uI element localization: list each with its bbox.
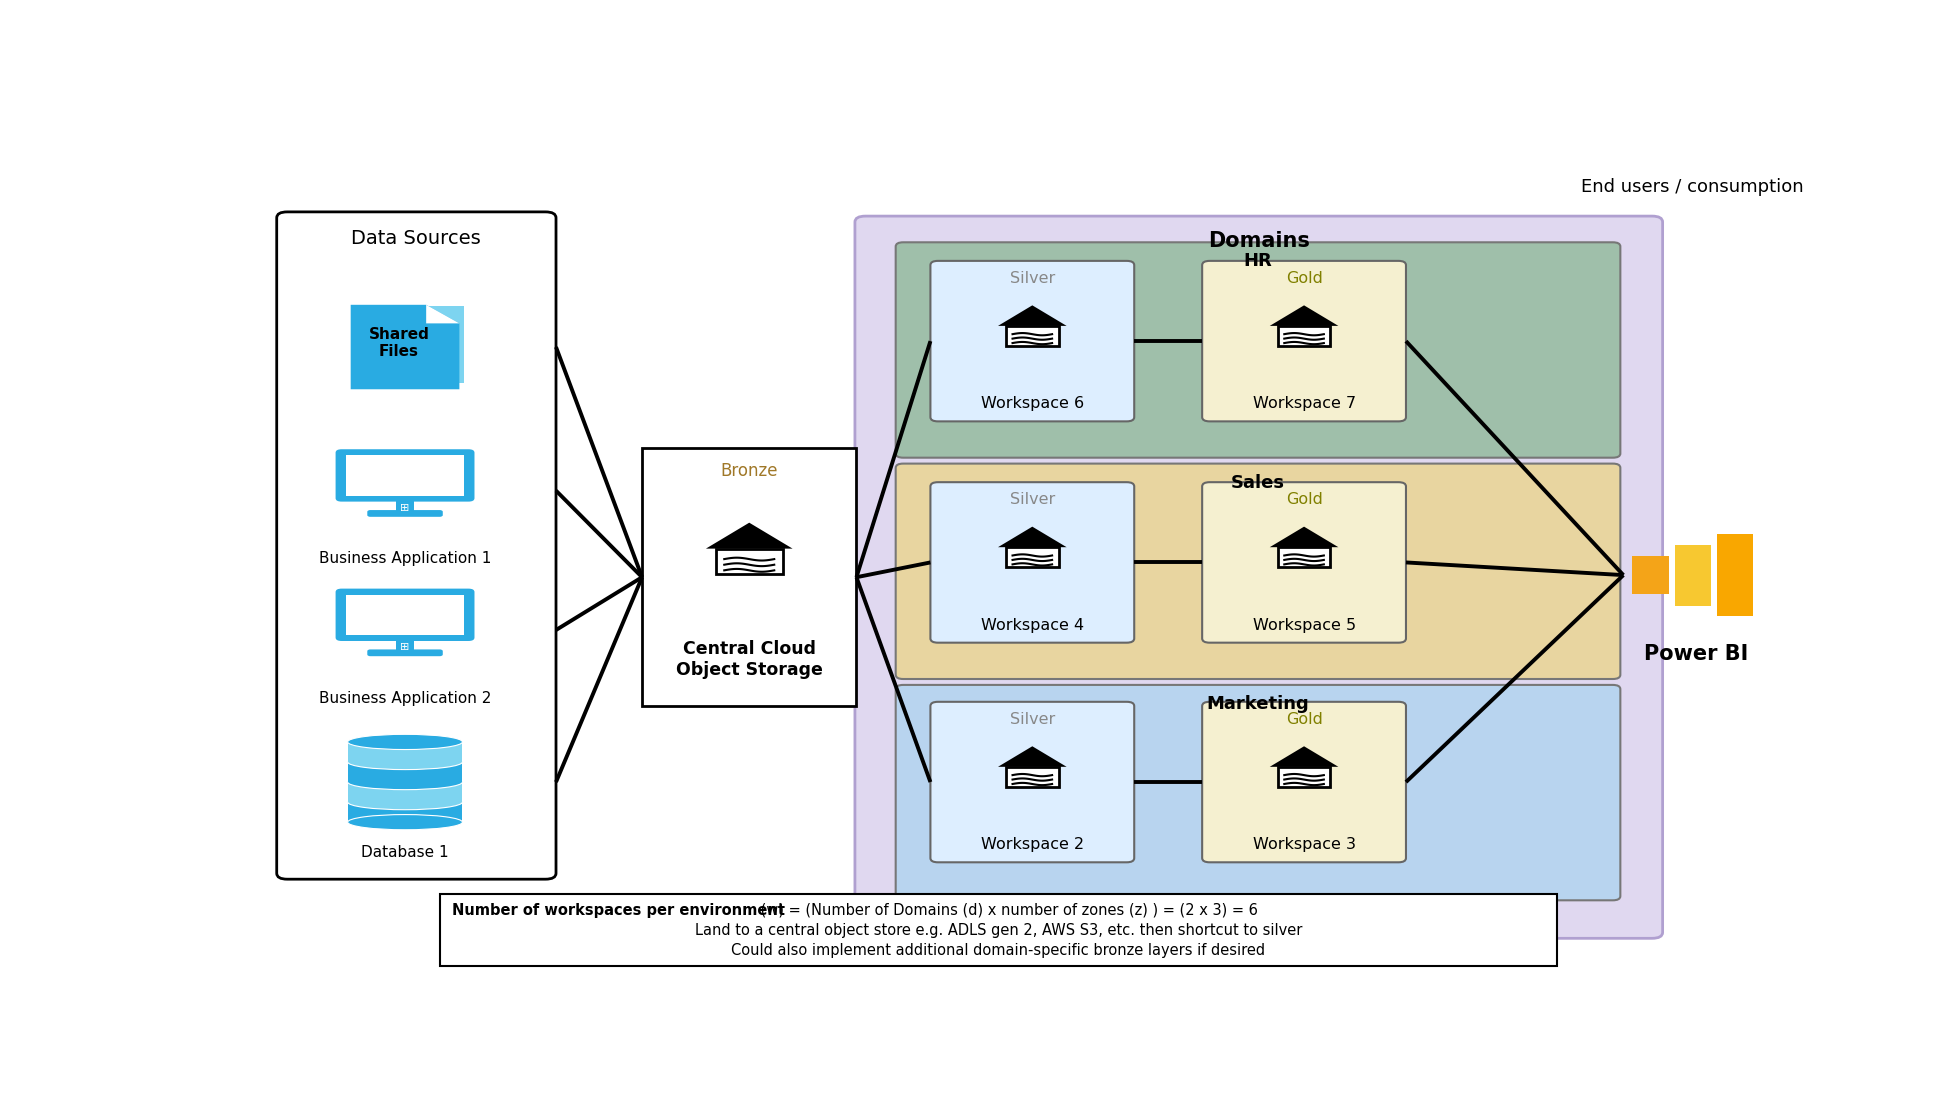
Bar <box>1632 556 1669 595</box>
Ellipse shape <box>347 734 462 749</box>
FancyBboxPatch shape <box>896 685 1621 901</box>
FancyBboxPatch shape <box>855 216 1664 938</box>
Text: Silver: Silver <box>1009 712 1056 727</box>
FancyBboxPatch shape <box>1202 261 1406 421</box>
FancyBboxPatch shape <box>1005 326 1058 347</box>
Text: End users / consumption: End users / consumption <box>1582 178 1804 195</box>
Text: (w) = (Number of Domains (d) x number of zones (z) ) = (2 x 3) = 6: (w) = (Number of Domains (d) x number of… <box>756 903 1258 918</box>
Text: Land to a central object store e.g. ADLS gen 2, AWS S3, etc. then shortcut to si: Land to a central object store e.g. ADLS… <box>695 923 1301 938</box>
Polygon shape <box>1270 305 1338 326</box>
Text: Power BI: Power BI <box>1644 644 1747 665</box>
FancyBboxPatch shape <box>362 306 464 383</box>
Polygon shape <box>1270 527 1338 547</box>
FancyBboxPatch shape <box>335 450 475 501</box>
FancyBboxPatch shape <box>277 212 555 879</box>
Text: ⊞: ⊞ <box>401 642 409 652</box>
Polygon shape <box>1270 746 1338 767</box>
Text: Central Cloud
Object Storage: Central Cloud Object Storage <box>676 641 822 679</box>
Bar <box>347 782 462 802</box>
Bar <box>347 742 462 762</box>
Ellipse shape <box>347 774 462 790</box>
FancyBboxPatch shape <box>347 455 464 496</box>
Bar <box>1675 545 1710 606</box>
FancyBboxPatch shape <box>896 464 1621 679</box>
FancyBboxPatch shape <box>1278 326 1330 347</box>
Text: Shared
Files: Shared Files <box>368 327 429 359</box>
Text: Workspace 6: Workspace 6 <box>980 396 1083 411</box>
Text: Number of workspaces per environment: Number of workspaces per environment <box>452 903 785 918</box>
Text: Workspace 4: Workspace 4 <box>980 618 1083 633</box>
Text: Business Application 2: Business Application 2 <box>319 691 491 705</box>
Polygon shape <box>351 305 460 389</box>
FancyBboxPatch shape <box>440 894 1556 966</box>
Text: Marketing: Marketing <box>1206 695 1309 713</box>
Text: Workspace 2: Workspace 2 <box>980 837 1083 852</box>
Text: Silver: Silver <box>1009 271 1056 286</box>
FancyBboxPatch shape <box>335 589 475 641</box>
Polygon shape <box>427 305 460 324</box>
FancyBboxPatch shape <box>931 483 1134 643</box>
Bar <box>347 802 462 822</box>
Polygon shape <box>997 305 1068 326</box>
Text: Workspace 7: Workspace 7 <box>1253 396 1356 411</box>
FancyBboxPatch shape <box>368 510 442 517</box>
Ellipse shape <box>347 815 462 829</box>
FancyBboxPatch shape <box>1005 547 1058 567</box>
Text: Gold: Gold <box>1286 712 1323 727</box>
Text: Could also implement additional domain-specific bronze layers if desired: Could also implement additional domain-s… <box>730 943 1266 958</box>
Text: Silver: Silver <box>1009 493 1056 507</box>
Polygon shape <box>997 527 1068 547</box>
Text: ⊞: ⊞ <box>401 502 409 512</box>
Text: Gold: Gold <box>1286 271 1323 286</box>
FancyBboxPatch shape <box>347 595 464 635</box>
FancyBboxPatch shape <box>1005 767 1058 787</box>
Text: HR: HR <box>1243 252 1272 271</box>
FancyBboxPatch shape <box>1278 547 1330 567</box>
Ellipse shape <box>347 794 462 810</box>
Bar <box>395 636 415 652</box>
Bar <box>1716 534 1753 617</box>
FancyBboxPatch shape <box>643 449 857 706</box>
FancyBboxPatch shape <box>931 702 1134 862</box>
Text: Business Application 1: Business Application 1 <box>319 552 491 566</box>
Text: Domains: Domains <box>1208 231 1309 251</box>
Text: Bronze: Bronze <box>721 462 777 479</box>
Text: Gold: Gold <box>1286 493 1323 507</box>
Text: Workspace 3: Workspace 3 <box>1253 837 1356 852</box>
FancyBboxPatch shape <box>717 548 783 574</box>
Text: Sales: Sales <box>1231 474 1286 491</box>
Polygon shape <box>997 746 1068 767</box>
Bar <box>347 762 462 782</box>
FancyBboxPatch shape <box>1202 702 1406 862</box>
FancyBboxPatch shape <box>368 649 442 656</box>
Ellipse shape <box>347 755 462 770</box>
FancyBboxPatch shape <box>1202 483 1406 643</box>
FancyBboxPatch shape <box>896 242 1621 457</box>
Text: Workspace 5: Workspace 5 <box>1253 618 1356 633</box>
FancyBboxPatch shape <box>931 261 1134 421</box>
FancyBboxPatch shape <box>1278 767 1330 787</box>
Text: Data Sources: Data Sources <box>351 229 481 248</box>
Text: Database 1: Database 1 <box>360 846 448 860</box>
Polygon shape <box>705 522 793 548</box>
Bar <box>395 497 415 512</box>
